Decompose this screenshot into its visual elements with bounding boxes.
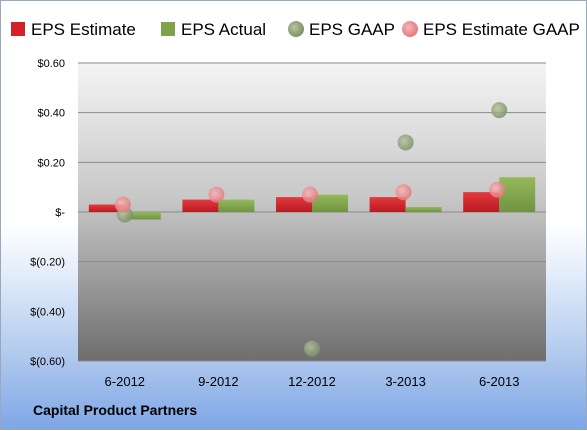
legend-item-eps-estimate-gaap: EPS Estimate GAAP — [402, 20, 580, 39]
bar-eps-estimate — [463, 192, 500, 212]
bar-eps-actual — [499, 177, 536, 212]
point-eps-estimate-gaap — [489, 181, 506, 198]
points — [114, 102, 508, 357]
bar-eps-actual — [312, 194, 348, 212]
bar-eps-estimate — [276, 197, 312, 212]
legend-label-eps-estimate-gaap: EPS Estimate GAAP — [423, 20, 580, 39]
x-axis-categories: 6-2012 9-2012 12-2012 3-2013 6-2013 — [105, 374, 520, 389]
legend-marker-eps-estimate-gaap — [402, 21, 418, 37]
y-tick-label: $(0.60) — [30, 356, 65, 368]
y-tick-label: $(0.40) — [30, 306, 65, 318]
point-eps-estimate-gaap — [302, 186, 318, 203]
legend-label-eps-gaap: EPS GAAP — [309, 20, 395, 39]
x-category-label: 9-2012 — [198, 374, 238, 389]
bar-eps-actual — [405, 207, 442, 212]
x-category-label: 3-2013 — [385, 374, 425, 389]
bar-eps-estimate — [88, 204, 125, 212]
y-tick-label: $- — [55, 207, 65, 219]
y-tick-label: $0.40 — [37, 108, 65, 120]
x-category-label: 6-2013 — [479, 374, 519, 389]
y-axis-ticks: $0.60 $0.40 $0.20 $- $(0.20) $(0.40) $(0.60) — [30, 58, 65, 368]
legend-item-eps-gaap: EPS GAAP — [288, 20, 395, 39]
legend-label-eps-actual: EPS Actual — [181, 20, 266, 39]
bar-eps-estimate — [182, 199, 219, 212]
point-eps-gaap — [397, 134, 414, 151]
y-tick-label: $0.60 — [37, 58, 65, 70]
bars — [88, 177, 536, 220]
point-eps-gaap — [491, 102, 508, 119]
legend-swatch-eps-actual — [161, 22, 175, 36]
point-eps-estimate-gaap — [114, 196, 131, 213]
legend-item-eps-actual: EPS Actual — [161, 20, 266, 39]
legend-item-eps-estimate: EPS Estimate — [11, 20, 136, 39]
bar-eps-actual — [218, 199, 255, 212]
bar-eps-estimate — [369, 197, 406, 212]
legend-swatch-eps-estimate — [11, 22, 25, 36]
company-name: Capital Product Partners — [33, 402, 198, 418]
legend: EPS Estimate EPS Actual EPS GAAP EPS Est… — [11, 20, 580, 39]
bar-eps-actual — [124, 212, 161, 220]
y-tick-label: $(0.20) — [30, 257, 65, 269]
x-category-label: 12-2012 — [288, 374, 336, 389]
y-tick-label: $0.20 — [37, 157, 65, 169]
legend-marker-eps-gaap — [288, 21, 304, 37]
point-eps-gaap — [304, 340, 320, 357]
point-eps-estimate-gaap — [395, 184, 412, 201]
legend-label-eps-estimate: EPS Estimate — [31, 20, 136, 39]
x-category-label: 6-2012 — [105, 374, 145, 389]
point-eps-estimate-gaap — [208, 186, 225, 203]
